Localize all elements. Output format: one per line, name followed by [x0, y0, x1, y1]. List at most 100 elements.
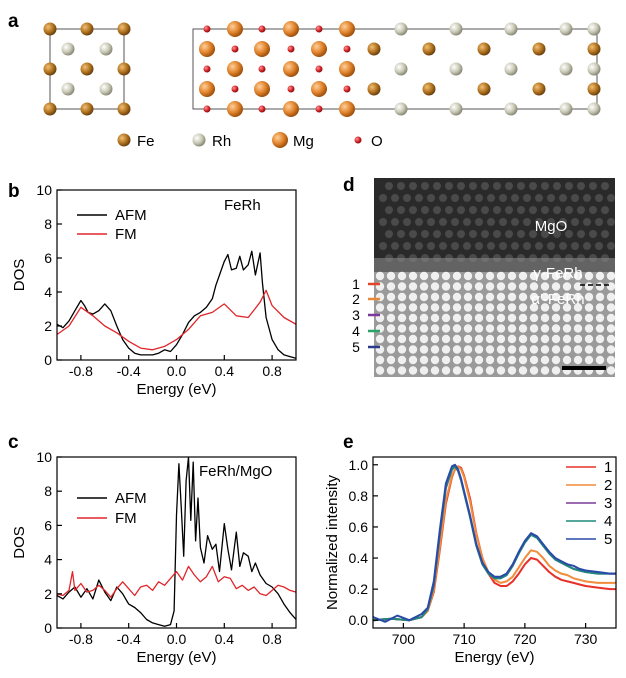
atom-fe	[477, 42, 491, 56]
stem-ferh-column	[375, 334, 385, 344]
x-tick-label: 720	[513, 631, 537, 647]
x-tick-label: 700	[392, 631, 416, 647]
stem-ferh-column	[386, 282, 396, 291]
stem-ferh-column	[430, 366, 440, 375]
stem-mgo-column	[451, 242, 459, 250]
xas-chart: 700 710 720 730 0.0 0.2 0.4 0.6 0.8 1.0 Energy (eV…	[324, 456, 617, 666]
legend-label-4: 4	[604, 513, 612, 530]
stem-ferh-column	[529, 355, 539, 365]
stem-ferh-column	[595, 355, 605, 365]
stem-ferh-column	[452, 313, 462, 323]
atom-fe	[80, 22, 94, 36]
stem-ferh-column	[507, 271, 517, 281]
stem-ferh-column	[529, 271, 539, 281]
stem-ferh-column	[540, 355, 550, 365]
x-tick-label: 730	[574, 631, 598, 647]
atom-mg	[283, 61, 299, 77]
stem-ferh-column	[419, 271, 429, 281]
atom-rh	[99, 42, 113, 56]
stem-ferh-column	[595, 271, 605, 281]
stem-ferh-column	[518, 271, 528, 281]
stem-ferh-column	[584, 303, 594, 312]
stem-ferh-column	[573, 345, 583, 354]
stem-mgo-column	[577, 182, 585, 190]
stem-mgo-column	[469, 206, 477, 214]
x-tick-label: 0.8	[262, 363, 282, 379]
atom-o	[287, 45, 295, 53]
stem-mgo-column	[535, 194, 543, 202]
stem-ferh-column	[573, 334, 583, 344]
y-tick-label: 0	[44, 352, 52, 368]
stem-ferh-column	[540, 366, 550, 375]
stem-mgo-column	[601, 182, 609, 190]
atom-rh	[449, 22, 463, 36]
stem-mgo-column	[607, 194, 615, 202]
atom-rh	[504, 102, 518, 116]
stem-mgo-column	[469, 230, 477, 238]
stem-ferh-column	[419, 355, 429, 365]
atom-o	[203, 25, 211, 33]
stem-ferh-column	[529, 303, 539, 312]
layer-number-3: 3	[352, 307, 360, 323]
atom-fe	[117, 102, 131, 116]
stem-ferh-column	[606, 282, 616, 291]
stem-mgo-column	[397, 230, 405, 238]
series-line-fm	[57, 565, 296, 598]
x-tick-label: -0.8	[69, 363, 93, 379]
layer-number-5: 5	[352, 339, 360, 355]
y-tick-label: 1.0	[349, 457, 369, 473]
stem-ferh-column	[573, 355, 583, 365]
stem-ferh-column	[463, 324, 473, 333]
y-tick-label: 4	[44, 284, 52, 300]
stem-ferh-column	[606, 313, 616, 323]
stem-ferh-column	[397, 292, 407, 302]
stem-ferh-column	[496, 355, 506, 365]
y-tick-label: 0.4	[349, 550, 369, 566]
stem-mgo-column	[397, 182, 405, 190]
stem-mgo-column	[523, 194, 531, 202]
stem-ferh-column	[463, 313, 473, 323]
stem-mgo-column	[397, 206, 405, 214]
stem-ferh-column	[595, 282, 605, 291]
atom-fe	[43, 62, 57, 76]
stem-ferh-column	[386, 313, 396, 323]
layer-number-1: 1	[352, 276, 360, 292]
stem-ferh-column	[562, 303, 572, 312]
panel-letter-a: a	[8, 11, 19, 32]
stem-interface-band	[374, 258, 615, 274]
chart-annotation: FeRh/MgO	[199, 463, 272, 480]
stem-ferh-column	[496, 282, 506, 291]
stem-mgo-column	[433, 230, 441, 238]
stem-ferh-column	[419, 366, 429, 375]
stem-ferh-column	[397, 271, 407, 281]
stem-ferh-column	[485, 271, 495, 281]
series-line-2	[373, 465, 616, 622]
stem-ferh-column	[518, 355, 528, 365]
stem-mgo-column	[457, 206, 465, 214]
plot-frame	[56, 456, 297, 629]
legend-label-afm: AFM	[115, 490, 147, 507]
stem-ferh-column	[496, 366, 506, 375]
atom-legend: Fe Rh Mg O	[117, 132, 383, 150]
stem-ferh-column	[474, 345, 484, 354]
stem-mgo-column	[589, 230, 597, 238]
stem-ferh-column	[463, 292, 473, 302]
stem-ferh-column	[375, 366, 385, 375]
stem-ferh-column	[518, 345, 528, 354]
stem-mgo-column	[421, 206, 429, 214]
stem-ferh-column	[584, 334, 594, 344]
panel-letter-b: b	[8, 181, 20, 202]
atom-o	[315, 65, 323, 73]
stem-mgo-column	[481, 206, 489, 214]
atom-rh	[394, 22, 408, 36]
layer-number-2: 2	[352, 291, 360, 307]
stem-ferh-column	[551, 313, 561, 323]
stem-ferh-column	[518, 292, 528, 302]
stem-ferh-column	[452, 292, 462, 302]
stem-mgo-column	[451, 218, 459, 226]
series-line-afm	[57, 250, 296, 359]
atom-mg	[199, 41, 215, 57]
stem-ferh-column	[408, 334, 418, 344]
stem-mgo-column	[439, 242, 447, 250]
